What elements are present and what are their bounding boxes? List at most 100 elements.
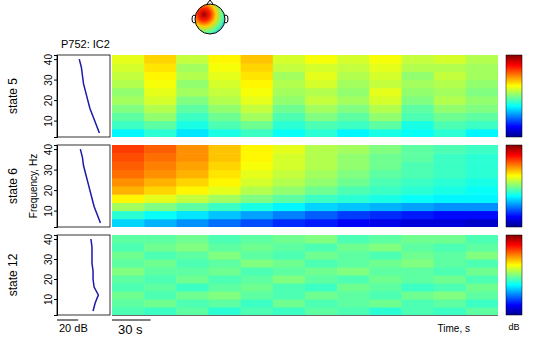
heatmap-cell (209, 251, 242, 260)
heatmap-cell (466, 211, 498, 220)
heatmap-cell (273, 104, 306, 113)
y-tick-mark (54, 100, 57, 101)
figure: P752: IC210203040state 510203040state 6F… (0, 0, 534, 340)
heatmap-cell (434, 307, 467, 315)
heatmap-cell (305, 161, 338, 170)
heatmap-cell (369, 104, 402, 113)
heatmap-cell (112, 63, 145, 72)
heatmap (112, 235, 498, 315)
heatmap-cell (466, 267, 498, 276)
heatmap-cell (176, 186, 209, 195)
heatmap-cell (112, 235, 145, 244)
heatmap-cell (434, 121, 467, 130)
heatmap-cell (305, 129, 338, 137)
heatmap-cell (369, 121, 402, 130)
y-tick-mark (54, 239, 57, 240)
heatmap-cell (112, 153, 145, 162)
heatmap-cell (273, 283, 306, 292)
heatmap-cell (209, 153, 242, 162)
heatmap-cell (273, 291, 306, 300)
heatmap-cell (241, 299, 274, 308)
heatmap-cell (144, 129, 177, 137)
y-tick-label: 30 (43, 254, 54, 266)
heatmap-cell (112, 283, 145, 292)
heatmap-cell (369, 186, 402, 195)
heatmap-cell (434, 145, 467, 154)
heatmap-cell (337, 96, 370, 105)
heatmap-cell (466, 202, 498, 211)
title: P752: IC2 (61, 38, 110, 50)
heatmap-cell (337, 104, 370, 113)
heatmap-cell (176, 88, 209, 97)
heatmap (112, 145, 498, 227)
heatmap-cell (369, 259, 402, 268)
heatmap-cell (434, 170, 467, 179)
heatmap-cell (144, 307, 177, 315)
spectrum-frame (57, 145, 110, 227)
spectrum-lines (79, 59, 99, 133)
heatmap-cell (112, 259, 145, 268)
heatmap-cell (402, 186, 435, 195)
heatmap-cell (144, 259, 177, 268)
heatmap-cell (176, 80, 209, 89)
heatmap-cell (305, 243, 338, 252)
heatmap-cell (144, 291, 177, 300)
heatmap-cell (369, 96, 402, 105)
heatmap-cell (337, 63, 370, 72)
x-axis-line (112, 315, 498, 316)
heatmap-cell (241, 121, 274, 130)
heatmap-cell (305, 121, 338, 130)
heatmap-cell (273, 80, 306, 89)
y-tick-label: 10 (43, 294, 54, 306)
heatmap-cell (466, 251, 498, 260)
heatmap-cell (466, 259, 498, 268)
heatmap-cell (176, 129, 209, 137)
heatmap-cell (241, 219, 274, 227)
heatmap-cell (305, 291, 338, 300)
panel: 10203040state 6 (6, 144, 522, 228)
heatmap-cell (241, 170, 274, 179)
colorbar (506, 55, 522, 137)
heatmap-cell (337, 202, 370, 211)
heatmap-cell (176, 251, 209, 260)
heatmap-cell (466, 129, 498, 137)
heatmap-cell (402, 178, 435, 187)
heatmap-cell (402, 104, 435, 113)
heatmap-cell (402, 71, 435, 80)
heatmap-cell (144, 251, 177, 260)
heatmap-cell (112, 307, 145, 315)
heatmap-cell (369, 299, 402, 308)
spectrum-lines (91, 239, 98, 311)
heatmap-cell (369, 80, 402, 89)
heatmap-cell (273, 112, 306, 121)
y-tick-mark (54, 190, 57, 191)
heatmap-cell (112, 71, 145, 80)
heatmap-cell (273, 186, 306, 195)
heatmap-cell (241, 251, 274, 260)
heatmap-cell (273, 243, 306, 252)
heatmap-cell (434, 104, 467, 113)
heatmap-cell (241, 63, 274, 72)
heatmap-cell (305, 178, 338, 187)
heatmap-cell (305, 259, 338, 268)
heatmap-cell (434, 63, 467, 72)
heatmap-cell (305, 170, 338, 179)
heatmap-cell (176, 259, 209, 268)
heatmap-cell (369, 291, 402, 300)
heatmap-cell (369, 251, 402, 260)
heatmap-cell (466, 96, 498, 105)
heatmap-cell (241, 202, 274, 211)
heatmap-cell (273, 129, 306, 137)
heatmap-cell (144, 161, 177, 170)
heatmap-cell (466, 71, 498, 80)
heatmap-cell (305, 299, 338, 308)
heatmap-cell (209, 299, 242, 308)
heatmap-cell (144, 80, 177, 89)
heatmap-cell (112, 55, 145, 64)
heatmap-cell (209, 129, 242, 137)
heatmap-cell (112, 88, 145, 97)
y-tick: 10 (43, 205, 57, 217)
heatmap-cell (209, 63, 242, 72)
y-tick: 10 (43, 294, 57, 306)
heatmap-cell (144, 71, 177, 80)
